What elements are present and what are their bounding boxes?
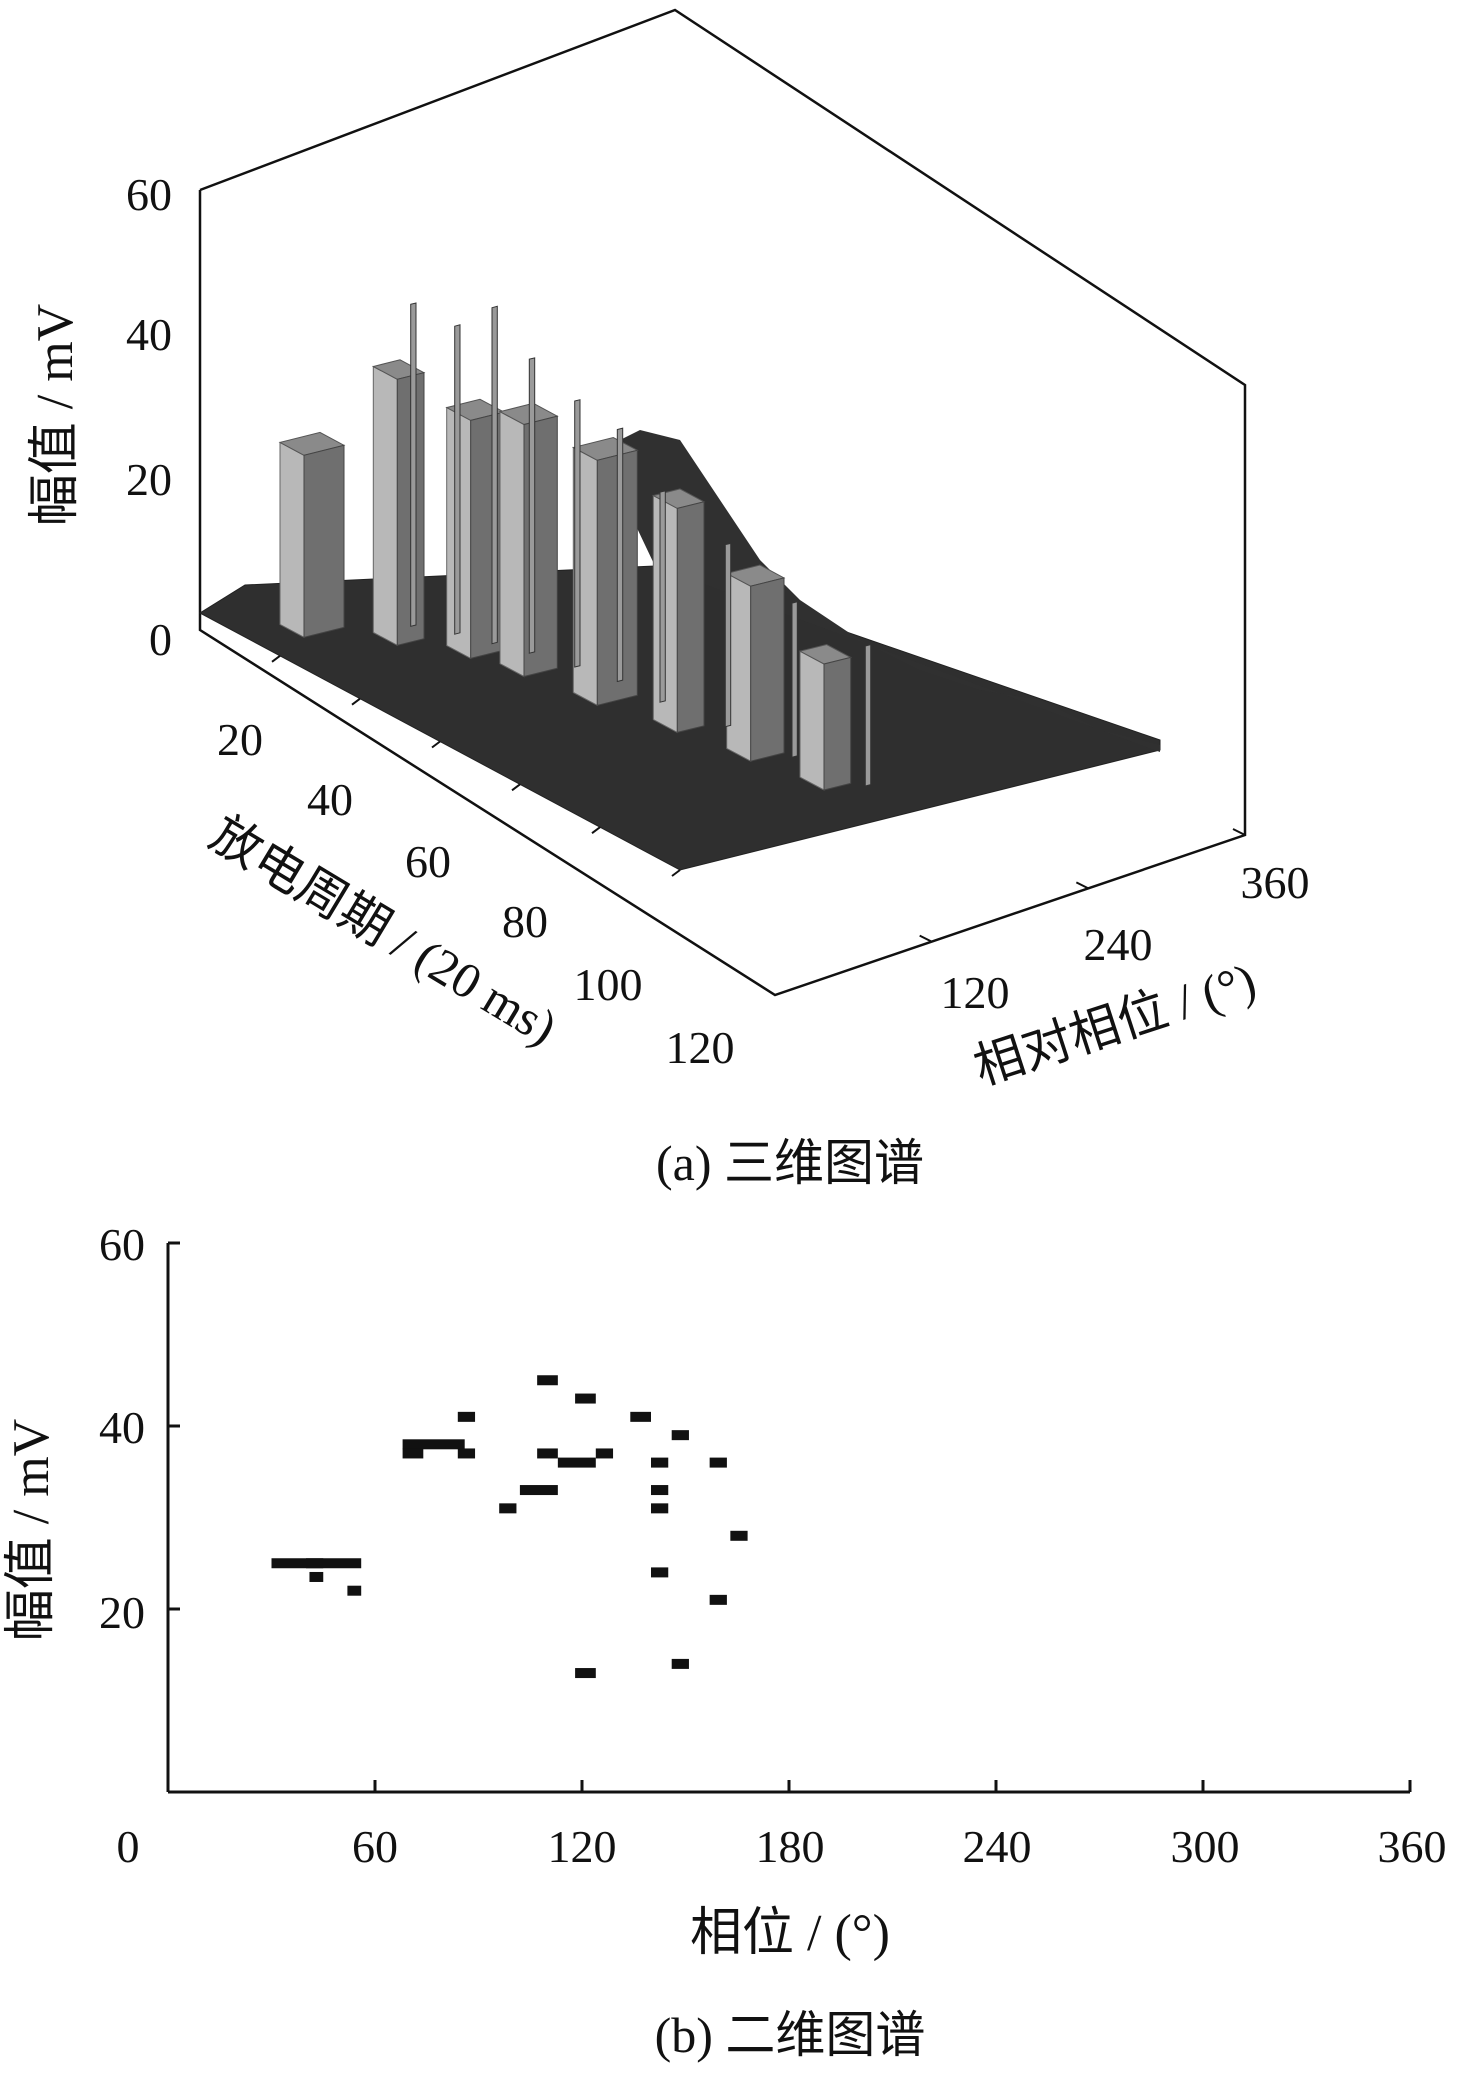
- x-tick-label: 240: [1084, 919, 1153, 970]
- spike-bar: [528, 357, 536, 654]
- spike-bar: [491, 305, 498, 645]
- data-point: [671, 1658, 689, 1669]
- data-point: [499, 1503, 517, 1514]
- caption-a: (a) 三维图谱: [656, 1135, 924, 1191]
- x-tick-label: 120: [548, 1821, 617, 1872]
- background-ridge: [600, 430, 1160, 752]
- data-point: [709, 1457, 727, 1468]
- chart-3d: 0 20 40 60 幅值 / mV 20 40 60 80 100 120 放…: [27, 8, 1310, 1191]
- spike-bar: [791, 601, 798, 758]
- data-point: [671, 1430, 689, 1441]
- y-tick-label: 120: [666, 1022, 735, 1073]
- y-tick-label: 60: [405, 836, 451, 887]
- x-tick-label: 0: [117, 1821, 140, 1872]
- data-point: [537, 1448, 558, 1459]
- data-point: [519, 1485, 558, 1496]
- x-tick-label: 120: [941, 967, 1010, 1018]
- bar-front: [470, 411, 505, 660]
- spike-bar: [864, 643, 872, 787]
- data-point: [457, 1411, 476, 1422]
- z-tick-label: 0: [149, 614, 172, 665]
- chart-2d: 20 40 60 幅值 / mV 0 60 120 180 240 300 36…: [3, 1219, 1447, 2063]
- spike-bar: [724, 542, 732, 728]
- data-point: [651, 1567, 669, 1578]
- y-tick-mark: [671, 869, 681, 877]
- ticks-3d-group: [271, 655, 1246, 943]
- data-point: [630, 1411, 651, 1422]
- x-tick-label: 300: [1171, 1821, 1240, 1872]
- caption-b: (b) 二维图谱: [655, 2007, 926, 2063]
- points-2d-group: [271, 1375, 748, 1679]
- bar-front: [676, 501, 705, 734]
- x-tick-mark: [919, 934, 933, 943]
- y-tick-label: 40: [99, 1402, 145, 1453]
- z-axis-label: 幅值 / mV: [27, 304, 84, 526]
- bar-side: [279, 441, 305, 639]
- y-tick-mark: [591, 826, 601, 834]
- bar-front: [303, 444, 345, 638]
- z-tick-label: 20: [126, 454, 172, 505]
- z-tick-label: 40: [126, 309, 172, 360]
- z-tick-label: 60: [126, 169, 172, 220]
- x-tick-mark: [1075, 881, 1089, 890]
- spike-bar: [410, 302, 417, 627]
- bar-front: [750, 577, 785, 762]
- data-point: [306, 1558, 362, 1569]
- y-axis-label: 幅值 / mV: [3, 1419, 60, 1641]
- y-tick-label: 100: [574, 959, 643, 1010]
- y-tick-label: 80: [502, 896, 548, 947]
- data-point: [347, 1585, 362, 1596]
- x-axis-label: 相对相位 / (°): [967, 952, 1262, 1096]
- data-point: [651, 1503, 669, 1514]
- spike-bar: [454, 324, 461, 635]
- data-point: [271, 1558, 324, 1569]
- data-point: [651, 1485, 669, 1496]
- x-tick-mark: [1232, 828, 1246, 836]
- data-point: [730, 1530, 748, 1541]
- y-tick-label: 20: [217, 714, 263, 765]
- x-tick-label: 240: [963, 1821, 1032, 1872]
- x-axis-label: 相位 / (°): [690, 1905, 890, 1962]
- data-point: [457, 1448, 476, 1459]
- ticks-2d-group: [168, 1241, 1412, 1792]
- spike-bar: [659, 490, 666, 703]
- x-tick-label: 180: [756, 1821, 825, 1872]
- data-point: [402, 1448, 424, 1459]
- bars-3d-group: [278, 302, 872, 791]
- x-tick-label: 360: [1241, 857, 1310, 908]
- bar-front: [823, 656, 852, 791]
- data-point: [595, 1448, 614, 1459]
- x-tick-label: 60: [352, 1821, 398, 1872]
- data-point: [709, 1594, 727, 1605]
- x-tick-label: 360: [1378, 1821, 1447, 1872]
- data-point: [402, 1439, 465, 1450]
- y-tick-mark: [431, 740, 441, 749]
- data-point: [537, 1375, 558, 1386]
- data-point: [309, 1571, 324, 1582]
- data-point: [575, 1393, 596, 1404]
- y-tick-label: 40: [307, 774, 353, 825]
- data-point: [557, 1457, 596, 1468]
- y-tick-mark: [511, 783, 521, 792]
- y-tick-mark: [271, 655, 281, 663]
- data-point: [651, 1457, 669, 1468]
- bar-side: [799, 650, 825, 791]
- y-tick-label: 60: [99, 1219, 145, 1270]
- spike-bar: [616, 427, 624, 683]
- spike-bar: [574, 399, 581, 668]
- bar-side: [372, 365, 398, 647]
- data-point: [575, 1668, 596, 1679]
- bar-side: [499, 410, 525, 678]
- y-tick-label: 20: [99, 1587, 145, 1638]
- y-tick-mark: [351, 697, 361, 706]
